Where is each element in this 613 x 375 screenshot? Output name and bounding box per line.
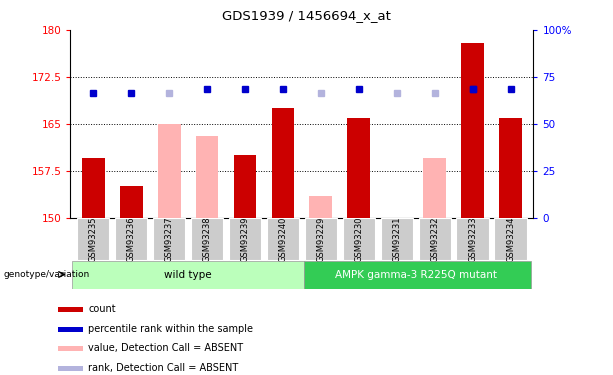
Text: GSM93230: GSM93230 xyxy=(354,216,364,262)
Text: GSM93236: GSM93236 xyxy=(127,216,135,262)
Bar xyxy=(58,327,83,332)
Text: GSM93231: GSM93231 xyxy=(392,216,402,262)
Text: GSM93237: GSM93237 xyxy=(165,216,173,262)
Bar xyxy=(72,261,304,289)
Text: GSM93232: GSM93232 xyxy=(430,216,439,262)
Bar xyxy=(196,136,218,218)
Bar xyxy=(272,108,294,218)
Text: GSM93238: GSM93238 xyxy=(202,216,211,262)
Text: GSM93234: GSM93234 xyxy=(506,216,515,262)
Bar xyxy=(348,117,370,218)
Bar xyxy=(58,307,83,312)
Text: genotype/variation: genotype/variation xyxy=(3,270,89,279)
Bar xyxy=(310,196,332,217)
Bar xyxy=(424,158,446,218)
Bar xyxy=(120,186,143,218)
Bar xyxy=(229,218,261,260)
Bar xyxy=(77,218,109,260)
Text: value, Detection Call = ABSENT: value, Detection Call = ABSENT xyxy=(88,343,243,353)
Bar xyxy=(267,218,299,260)
Text: percentile rank within the sample: percentile rank within the sample xyxy=(88,324,253,333)
Bar xyxy=(499,117,522,218)
Text: count: count xyxy=(88,304,116,314)
Bar xyxy=(58,346,83,351)
Text: rank, Detection Call = ABSENT: rank, Detection Call = ABSENT xyxy=(88,363,238,372)
Bar xyxy=(304,261,531,289)
Text: AMPK gamma-3 R225Q mutant: AMPK gamma-3 R225Q mutant xyxy=(335,270,497,280)
Bar xyxy=(191,218,223,260)
Bar xyxy=(381,218,413,260)
Bar xyxy=(158,124,180,218)
Bar xyxy=(495,218,527,260)
Bar xyxy=(153,218,185,260)
Text: GSM93240: GSM93240 xyxy=(278,216,287,262)
Bar xyxy=(457,218,489,260)
Bar xyxy=(115,218,147,260)
Bar xyxy=(419,218,451,260)
Bar xyxy=(305,218,337,260)
Bar xyxy=(82,158,105,218)
Text: GDS1939 / 1456694_x_at: GDS1939 / 1456694_x_at xyxy=(222,9,391,22)
Bar xyxy=(234,155,256,218)
Text: GSM93239: GSM93239 xyxy=(240,216,249,262)
Text: GSM93233: GSM93233 xyxy=(468,216,477,262)
Text: GSM93229: GSM93229 xyxy=(316,216,326,262)
Bar xyxy=(461,42,484,218)
Bar xyxy=(58,366,83,371)
Text: wild type: wild type xyxy=(164,270,212,280)
Bar xyxy=(343,218,375,260)
Text: GSM93235: GSM93235 xyxy=(89,216,97,262)
